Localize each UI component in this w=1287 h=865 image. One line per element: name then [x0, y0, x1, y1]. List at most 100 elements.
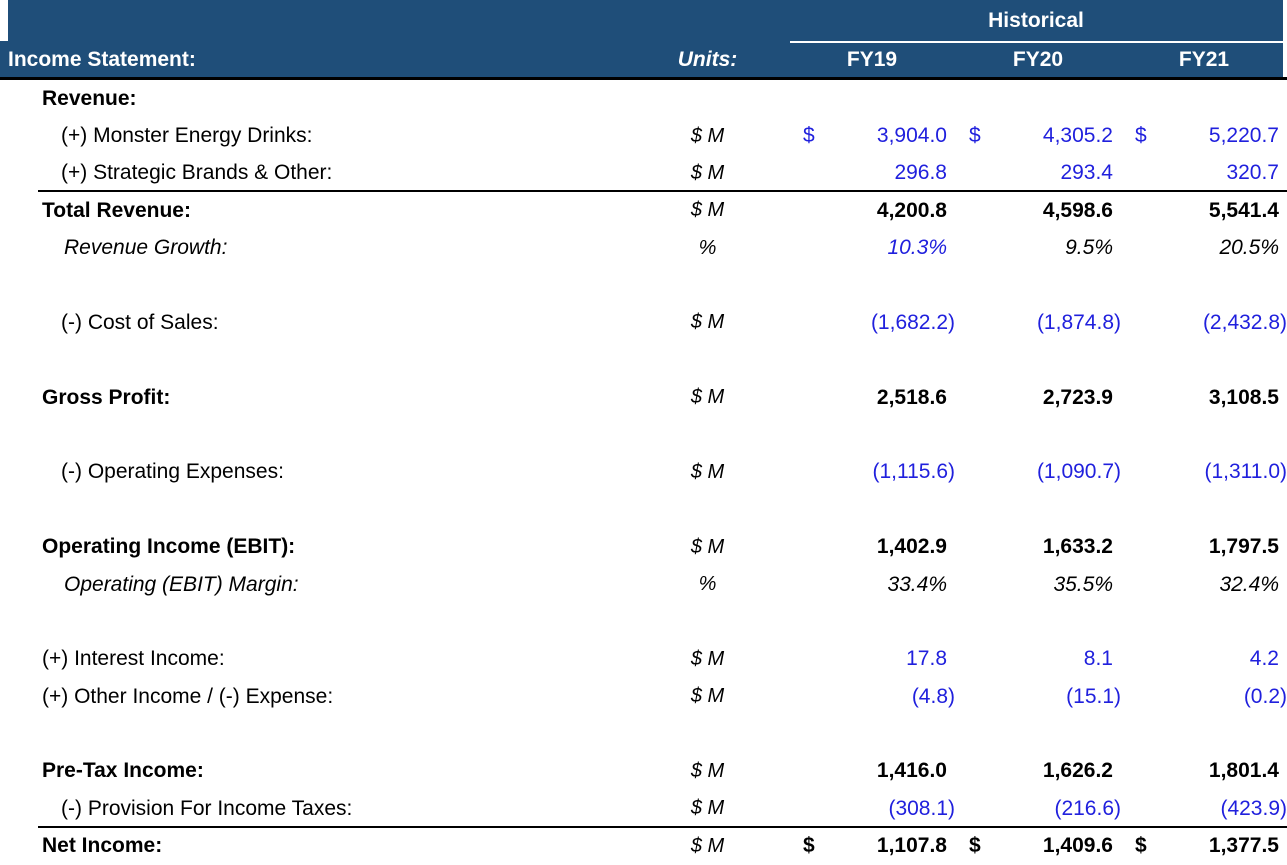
dollar-sign: $	[803, 834, 815, 858]
row-label-cell[interactable]: (-) Cost of Sales:	[61, 310, 219, 334]
value-cell-fy20[interactable]: 8.1	[955, 647, 1121, 671]
income-statement-title-cell[interactable]: Income Statement:	[8, 47, 196, 71]
row-label-cell[interactable]: Operating (EBIT) Margin:	[64, 572, 299, 596]
value-cell-fy20[interactable]: 1,626.2	[955, 759, 1121, 783]
historical-underline	[790, 41, 1283, 43]
value-text: (0.2)	[1243, 684, 1287, 708]
value-cell-fy20[interactable]: (1,874.8)	[955, 311, 1121, 335]
row-label-cell[interactable]: Revenue:	[42, 86, 137, 110]
value-cell-fy19[interactable]: (308.1)	[789, 797, 955, 821]
units-cell[interactable]: $ M	[690, 460, 725, 483]
row-label-cell[interactable]: (+) Monster Energy Drinks:	[61, 124, 313, 148]
value-cell-fy20[interactable]: (15.1)	[955, 685, 1121, 709]
value-cell-fy21[interactable]: 5,541.4	[1121, 199, 1287, 223]
value-cell-fy19[interactable]: 1,416.0	[789, 759, 955, 783]
row-label-cell[interactable]: Net Income:	[42, 834, 163, 858]
row-label-cell[interactable]: (-) Provision For Income Taxes:	[61, 796, 353, 820]
value-cell-fy21[interactable]: 4.2	[1121, 647, 1287, 671]
value-cell-fy20[interactable]: 2,723.9	[955, 386, 1121, 410]
units-cell[interactable]: $ M	[690, 199, 725, 222]
value-text: 1,107.8	[876, 834, 947, 858]
units-cell[interactable]: $ M	[690, 124, 725, 147]
value-text: 4,200.8	[876, 198, 947, 222]
col-header-fy20[interactable]: FY20	[1012, 47, 1064, 71]
units-cell[interactable]: $ M	[690, 311, 725, 334]
value-cell-fy21[interactable]: $5,220.7	[1121, 124, 1287, 148]
value-cell-fy19[interactable]: 4,200.8	[789, 199, 955, 223]
value-cell-fy19[interactable]: 10.3%	[789, 236, 955, 260]
value-cell-fy21[interactable]: 32.4%	[1121, 573, 1287, 597]
row-label-cell[interactable]: (+) Strategic Brands & Other:	[61, 161, 333, 185]
value-cell-fy20[interactable]: 293.4	[955, 161, 1121, 185]
value-cell-fy21[interactable]: (423.9)	[1121, 797, 1287, 821]
row-label-cell[interactable]: Pre-Tax Income:	[42, 759, 204, 783]
historical-group-header[interactable]: Historical	[988, 9, 1084, 32]
value-cell-fy21[interactable]: (2,432.8)	[1121, 311, 1287, 335]
value-cell-fy20[interactable]: $1,409.6	[955, 834, 1121, 858]
row-label-cell[interactable]: (-) Operating Expenses:	[61, 460, 284, 484]
units-cell[interactable]: $ M	[690, 386, 725, 409]
value-cell-fy19[interactable]: 17.8	[789, 647, 955, 671]
row-label-cell[interactable]: (+) Other Income / (-) Expense:	[42, 684, 334, 708]
units-cell[interactable]: $ M	[690, 759, 725, 782]
table-row: Total Revenue: $ M 4,200.8 4,598.6 5,541.4	[0, 192, 1287, 229]
table-row: Pre-Tax Income: $ M 1,416.0 1,626.2 1,801.4	[0, 753, 1287, 790]
value-cell-fy21[interactable]: (1,311.0)	[1121, 460, 1287, 484]
value-text: (4.8)	[911, 684, 955, 708]
value-cell-fy19[interactable]: 1,402.9	[789, 535, 955, 559]
value-text: 10.3%	[887, 236, 947, 260]
units-cell[interactable]: $ M	[690, 535, 725, 558]
units-column-header[interactable]: Units:	[677, 47, 738, 71]
table-row: Net Income: $ M $1,107.8 $1,409.6 $1,377.5	[0, 828, 1287, 865]
value-cell-fy19[interactable]: 2,518.6	[789, 386, 955, 410]
value-cell-fy19[interactable]: $1,107.8	[789, 834, 955, 858]
value-cell-fy21[interactable]: 1,801.4	[1121, 759, 1287, 783]
units-cell[interactable]: $ M	[690, 685, 725, 708]
row-label-cell[interactable]: Total Revenue:	[42, 198, 191, 222]
value-cell-fy19[interactable]: (4.8)	[789, 685, 955, 709]
value-text: 3,904.0	[876, 124, 947, 148]
units-cell[interactable]: $ M	[690, 161, 725, 184]
units-cell[interactable]: $ M	[690, 797, 725, 820]
row-label-cell[interactable]: Revenue Growth:	[64, 236, 228, 260]
blank-row	[0, 342, 1287, 379]
col-header-fy21[interactable]: FY21	[1178, 47, 1230, 71]
units-cell[interactable]: $ M	[690, 647, 725, 670]
col-header-fy19[interactable]: FY19	[846, 47, 898, 71]
row-label-cell[interactable]: Operating Income (EBIT):	[42, 535, 296, 559]
blank-row	[0, 267, 1287, 304]
value-cell-fy19[interactable]: 33.4%	[789, 573, 955, 597]
value-cell-fy20[interactable]: $4,305.2	[955, 124, 1121, 148]
value-cell-fy20[interactable]: 4,598.6	[955, 199, 1121, 223]
value-cell-fy19[interactable]: (1,682.2)	[789, 311, 955, 335]
value-text: 3,108.5	[1208, 385, 1279, 409]
value-cell-fy20[interactable]: 35.5%	[955, 573, 1121, 597]
blank-row	[0, 416, 1287, 453]
value-cell-fy20[interactable]: (216.6)	[955, 797, 1121, 821]
units-cell[interactable]: %	[698, 236, 717, 259]
value-cell-fy19[interactable]: $3,904.0	[789, 124, 955, 148]
units-cell[interactable]: $ M	[690, 834, 725, 857]
value-cell-fy21[interactable]: 1,797.5	[1121, 535, 1287, 559]
value-cell-fy19[interactable]: 296.8	[789, 161, 955, 185]
value-cell-fy21[interactable]: 3,108.5	[1121, 386, 1287, 410]
value-text: (1,311.0)	[1204, 460, 1287, 484]
value-text: (1,682.2)	[870, 310, 955, 334]
table-row: Revenue Growth:% 10.3% 9.5% 20.5%	[0, 230, 1287, 267]
units-cell[interactable]: %	[698, 573, 717, 596]
blank-row	[0, 491, 1287, 528]
value-text: 296.8	[894, 161, 947, 185]
value-cell-fy21[interactable]: 320.7	[1121, 161, 1287, 185]
row-label-cell[interactable]: (+) Interest Income:	[42, 647, 225, 671]
blank-row	[0, 715, 1287, 752]
table-row: Operating Income (EBIT): $ M 1,402.9 1,633.…	[0, 529, 1287, 566]
value-cell-fy20[interactable]: (1,090.7)	[955, 460, 1121, 484]
value-cell-fy19[interactable]: (1,115.6)	[789, 460, 956, 484]
value-cell-fy21[interactable]: (0.2)	[1121, 685, 1287, 709]
row-label-cell[interactable]: Gross Profit:	[42, 385, 171, 409]
value-cell-fy21[interactable]: $1,377.5	[1121, 834, 1287, 858]
value-cell-fy20[interactable]: 9.5%	[955, 236, 1121, 260]
value-text: 17.8	[906, 647, 947, 671]
value-cell-fy21[interactable]: 20.5%	[1121, 236, 1287, 260]
value-cell-fy20[interactable]: 1,633.2	[955, 535, 1121, 559]
